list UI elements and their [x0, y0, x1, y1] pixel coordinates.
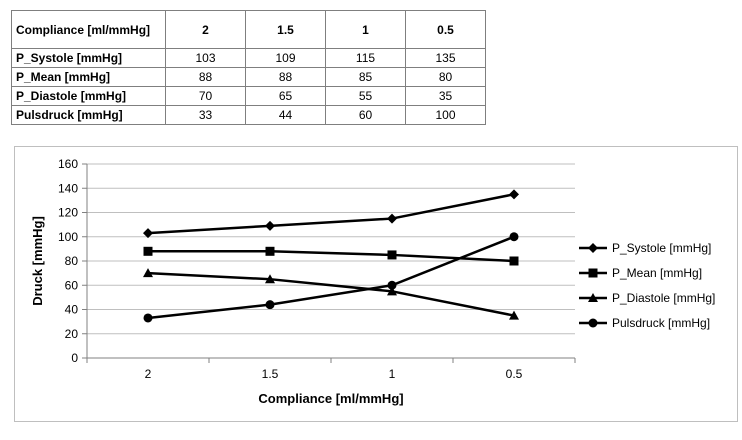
table-cell: 65 [245, 86, 326, 106]
table-header-cell: 0.5 [405, 10, 486, 49]
y-tick-label: 0 [71, 351, 78, 365]
data-point [509, 189, 519, 200]
series-line [147, 271, 515, 317]
table-row: P_Diastole [mmHg] 70 65 55 35 [11, 86, 486, 106]
data-point [265, 300, 275, 310]
data-point [143, 246, 153, 256]
table-header-row: Compliance [ml/mmHg] 2 1.5 1 0.5 [11, 10, 486, 49]
line-chart: 0 20 40 60 80 100 120 140 160 2 1.5 1 0.5 Compliance … [30, 157, 715, 406]
series-line [147, 193, 515, 235]
y-tick-label: 100 [58, 230, 78, 244]
table-header-cell: 1 [325, 10, 406, 49]
data-point [143, 228, 153, 239]
legend-marker [588, 318, 598, 328]
data-point [509, 232, 519, 242]
table-row: P_Mean [mmHg] 88 88 85 80 [11, 67, 486, 87]
data-point [509, 256, 519, 266]
legend-label: P_Systole [mmHg] [612, 241, 711, 255]
table-cell: 103 [165, 48, 246, 68]
table-row: P_Systole [mmHg] 103 109 115 135 [11, 48, 486, 68]
series-line [147, 235, 515, 320]
table-cell: 100 [405, 105, 486, 125]
data-point [387, 250, 397, 260]
table-cell: 88 [165, 67, 246, 87]
legend-marker [588, 243, 598, 253]
data-point [387, 213, 397, 224]
table-header-cell: 1.5 [245, 10, 326, 49]
series-line [148, 250, 515, 263]
x-tick-label: 1 [389, 367, 396, 381]
legend-marker [588, 293, 598, 302]
y-tick-label: 140 [58, 181, 78, 195]
legend-marker [588, 268, 598, 278]
data-point [509, 310, 519, 320]
y-tick-label: 60 [65, 278, 79, 292]
table-row-label: Pulsdruck [mmHg] [11, 105, 166, 125]
table-row-label: P_Diastole [mmHg] [11, 86, 166, 106]
table-cell: 115 [325, 48, 406, 68]
table-cell: 135 [405, 48, 486, 68]
data-point [265, 246, 275, 256]
table-header-label: Compliance [ml/mmHg] [11, 10, 166, 49]
y-tick-label: 80 [65, 254, 79, 268]
x-tick-label: 1.5 [262, 367, 279, 381]
data-point [265, 220, 275, 231]
table-cell: 60 [325, 105, 406, 125]
x-tick-label: 2 [145, 367, 152, 381]
data-table: Compliance [ml/mmHg] 2 1.5 1 0.5 P_Systo… [11, 10, 486, 125]
data-point [143, 313, 153, 323]
table-cell: 44 [245, 105, 326, 125]
data-point [387, 280, 397, 290]
y-tick-label: 160 [58, 157, 78, 171]
table-row: Pulsdruck [mmHg] 33 44 60 100 [11, 105, 486, 125]
table-cell: 88 [245, 67, 326, 87]
data-point [143, 268, 153, 278]
y-axis-title: Druck [mmHg] [30, 216, 45, 306]
table-cell: 35 [405, 86, 486, 106]
table-cell: 70 [165, 86, 246, 106]
y-tick-label: 20 [65, 327, 79, 341]
table-cell: 109 [245, 48, 326, 68]
table-cell: 33 [165, 105, 246, 125]
y-tick-label: 40 [65, 303, 79, 317]
legend-label: P_Diastole [mmHg] [612, 291, 715, 305]
table-cell: 80 [405, 67, 486, 87]
legend-label: Pulsdruck [mmHg] [612, 316, 710, 330]
y-tick-label: 120 [58, 206, 78, 220]
legend-label: P_Mean [mmHg] [612, 266, 702, 280]
table-cell: 85 [325, 67, 406, 87]
chart-frame: 0 20 40 60 80 100 120 140 160 2 1.5 1 0.5 Compliance … [14, 146, 738, 422]
data-point [265, 274, 275, 284]
table-cell: 55 [325, 86, 406, 106]
x-tick-label: 0.5 [506, 367, 523, 381]
table-header-cell: 2 [165, 10, 246, 49]
table-row-label: P_Mean [mmHg] [11, 67, 166, 87]
table-row-label: P_Systole [mmHg] [11, 48, 166, 68]
x-axis-title: Compliance [ml/mmHg] [258, 391, 403, 406]
data-point [387, 286, 397, 296]
